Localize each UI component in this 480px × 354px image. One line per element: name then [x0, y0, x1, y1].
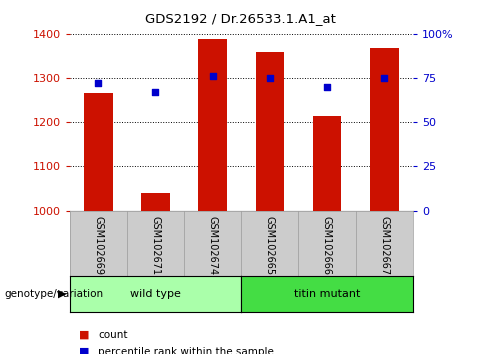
Point [95, 80, 102, 86]
Point [380, 75, 388, 81]
Point [323, 84, 331, 90]
Text: wild type: wild type [130, 289, 181, 299]
Text: GSM102674: GSM102674 [207, 216, 217, 275]
Text: GSM102667: GSM102667 [379, 216, 389, 275]
Text: ■: ■ [79, 347, 90, 354]
Text: GSM102666: GSM102666 [322, 216, 332, 275]
Bar [141, 193, 170, 211]
Bar [312, 116, 341, 211]
Point [266, 75, 274, 81]
Text: titin mutant: titin mutant [294, 289, 360, 299]
Text: GSM102665: GSM102665 [265, 216, 275, 275]
Bar [370, 48, 398, 211]
Text: GSM102671: GSM102671 [150, 216, 160, 275]
Point [152, 89, 159, 95]
Text: genotype/variation: genotype/variation [5, 289, 104, 299]
Text: count: count [98, 330, 128, 339]
Bar [255, 52, 284, 211]
Bar [84, 93, 112, 211]
Text: percentile rank within the sample: percentile rank within the sample [98, 347, 274, 354]
Point [209, 73, 216, 79]
Text: ■: ■ [79, 330, 90, 339]
Text: ▶: ▶ [58, 289, 67, 299]
Text: GDS2192 / Dr.26533.1.A1_at: GDS2192 / Dr.26533.1.A1_at [144, 12, 336, 25]
Bar [198, 39, 227, 211]
Text: GSM102669: GSM102669 [93, 216, 103, 275]
